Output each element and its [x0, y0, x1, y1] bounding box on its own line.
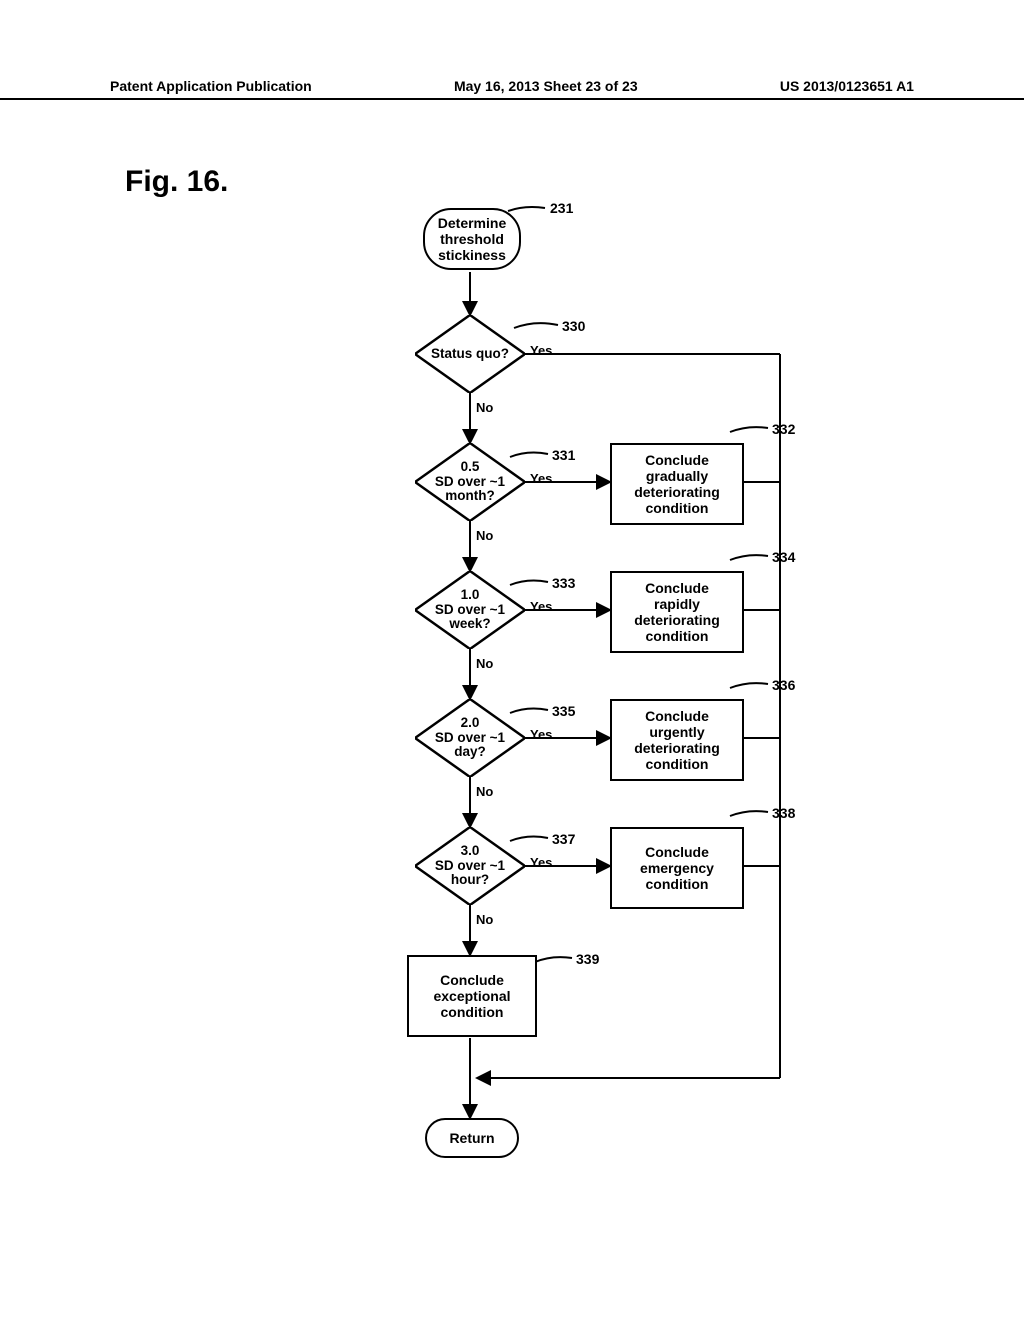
p3-text: Concludeurgentlydeterioratingcondition: [634, 708, 720, 772]
d1-text: Status quo?: [431, 347, 509, 362]
d5-no: No: [476, 912, 493, 927]
d4-text: 2.0SD over ~1day?: [435, 716, 505, 761]
ref-333: 333: [552, 575, 575, 591]
figure-title: Fig. 16.: [125, 165, 228, 199]
ref-330: 330: [562, 318, 585, 334]
process-rapid: Concluderapidlydeterioratingcondition: [610, 571, 744, 653]
d3-yes: Yes: [530, 599, 552, 614]
flowchart: Determinethresholdstickiness 231 Status …: [330, 200, 910, 1250]
header-center: May 16, 2013 Sheet 23 of 23: [454, 78, 638, 94]
process-urgent: Concludeurgentlydeterioratingcondition: [610, 699, 744, 781]
terminator-return: Return: [425, 1118, 519, 1158]
decision-10sd: 1.0SD over ~1week?: [415, 571, 525, 649]
ref-337: 337: [552, 831, 575, 847]
d3-no: No: [476, 656, 493, 671]
decision-20sd: 2.0SD over ~1day?: [415, 699, 525, 777]
ref-338: 338: [772, 805, 795, 821]
p2-text: Concluderapidlydeterioratingcondition: [634, 580, 720, 644]
header-left: Patent Application Publication: [110, 78, 312, 94]
ref-334: 334: [772, 549, 795, 565]
d5-yes: Yes: [530, 855, 552, 870]
terminator-start: Determinethresholdstickiness: [423, 208, 521, 270]
ref-335: 335: [552, 703, 575, 719]
decision-30sd: 3.0SD over ~1hour?: [415, 827, 525, 905]
start-text: Determinethresholdstickiness: [438, 215, 506, 263]
ref-331: 331: [552, 447, 575, 463]
d3-text: 1.0SD over ~1week?: [435, 588, 505, 633]
d2-no: No: [476, 528, 493, 543]
ref-231: 231: [550, 200, 573, 216]
process-exceptional: Concludeexceptionalcondition: [407, 955, 537, 1037]
ref-336: 336: [772, 677, 795, 693]
d5-text: 3.0SD over ~1hour?: [435, 844, 505, 889]
page-header: Patent Application Publication May 16, 2…: [0, 78, 1024, 100]
process-gradual: Concludegraduallydeterioratingcondition: [610, 443, 744, 525]
d1-yes: Yes: [530, 343, 552, 358]
header-right: US 2013/0123651 A1: [780, 78, 914, 94]
p1-text: Concludegraduallydeterioratingcondition: [634, 452, 720, 516]
d4-yes: Yes: [530, 727, 552, 742]
return-text: Return: [449, 1130, 494, 1146]
d2-text: 0.5SD over ~1month?: [435, 460, 505, 505]
decision-05sd: 0.5SD over ~1month?: [415, 443, 525, 521]
process-emergency: Concludeemergencycondition: [610, 827, 744, 909]
d2-yes: Yes: [530, 471, 552, 486]
ref-339: 339: [576, 951, 599, 967]
p4-text: Concludeemergencycondition: [640, 844, 714, 892]
d1-no: No: [476, 400, 493, 415]
p5-text: Concludeexceptionalcondition: [433, 972, 510, 1020]
d4-no: No: [476, 784, 493, 799]
ref-332: 332: [772, 421, 795, 437]
decision-status-quo: Status quo?: [415, 315, 525, 393]
